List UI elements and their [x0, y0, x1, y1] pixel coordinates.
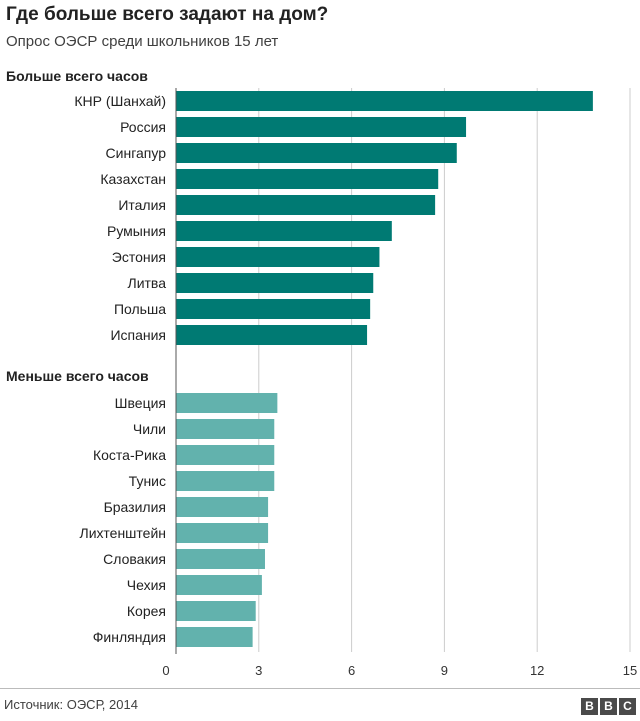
bar — [176, 419, 275, 439]
bar — [176, 393, 278, 413]
category-label: Коста-Рика — [93, 447, 166, 463]
bar — [176, 627, 253, 647]
bar — [176, 195, 436, 215]
bar — [176, 325, 368, 345]
category-label: Сингапур — [106, 145, 167, 161]
category-label: Польша — [114, 301, 166, 317]
bar — [176, 471, 275, 491]
x-tick-label: 12 — [530, 663, 544, 678]
bar — [176, 575, 262, 595]
category-label: Румыния — [107, 223, 166, 239]
category-label: Казахстан — [100, 171, 166, 187]
bbc-logo-letter: B — [600, 698, 617, 715]
bbc-logo-letter: B — [581, 698, 598, 715]
category-label: Испания — [110, 327, 166, 343]
bar — [176, 273, 374, 293]
bar — [176, 549, 265, 569]
bar — [176, 523, 269, 543]
category-label: Лихтенштейн — [80, 525, 166, 541]
bar-chart: Больше всего часов КНР (Шанхай) Россия Синг… — [6, 68, 637, 678]
chart-title: Где больше всего задают на дом? — [6, 4, 329, 25]
category-label: Чили — [133, 421, 166, 437]
category-label: Словакия — [103, 551, 166, 567]
group-heading: Больше всего часов — [6, 68, 148, 84]
group-heading: Меньше всего часов — [6, 368, 149, 384]
category-label: Финляндия — [93, 629, 166, 645]
category-label: КНР (Шанхай) — [74, 93, 166, 109]
category-label: Эстония — [112, 249, 166, 265]
bar — [176, 221, 392, 241]
bar — [176, 143, 457, 163]
chart-subtitle: Опрос ОЭСР среди школьников 15 лет — [6, 33, 279, 50]
x-tick-label: 6 — [348, 663, 355, 678]
x-tick-label: 3 — [255, 663, 262, 678]
category-label: Италия — [118, 197, 166, 213]
category-label: Бразилия — [104, 499, 166, 515]
bar — [176, 601, 256, 621]
bar — [176, 169, 439, 189]
bar — [176, 117, 467, 137]
bar — [176, 497, 269, 517]
bar — [176, 445, 275, 465]
category-label: Корея — [127, 603, 166, 619]
category-label: Россия — [120, 119, 166, 135]
bar — [176, 299, 371, 319]
footer-divider — [0, 688, 640, 689]
category-label: Литва — [128, 275, 167, 291]
bar — [176, 247, 380, 267]
category-label: Швеция — [115, 395, 166, 411]
x-tick-label: 15 — [623, 663, 637, 678]
bbc-logo-letter: C — [619, 698, 636, 715]
category-label: Чехия — [127, 577, 166, 593]
bar — [176, 91, 593, 111]
bbc-logo: B B C — [581, 698, 636, 715]
x-tick-label: 9 — [441, 663, 448, 678]
category-label: Тунис — [129, 473, 166, 489]
x-tick-label: 0 — [162, 663, 169, 678]
source-note: Источник: ОЭСР, 2014 — [4, 697, 138, 712]
